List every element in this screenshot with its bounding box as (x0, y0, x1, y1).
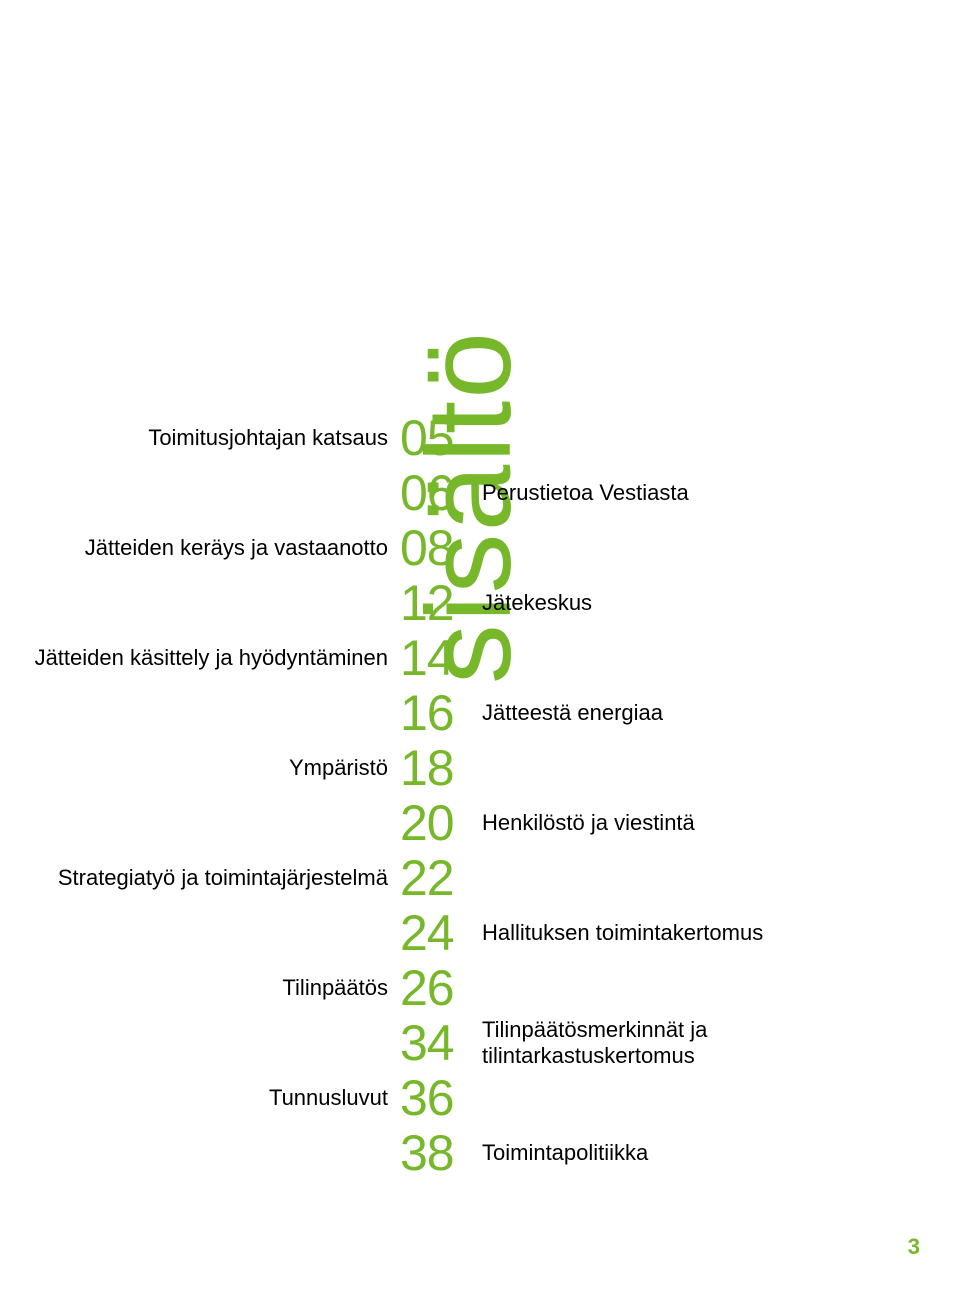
toc-row: Toimitusjohtajan katsaus05 (0, 410, 920, 465)
toc-row: 06Perustietoa Vestiasta (0, 465, 920, 520)
toc-row: Tunnusluvut36 (0, 1070, 920, 1125)
toc-row: Tilinpäätös26 (0, 960, 920, 1015)
toc-row: 34Tilinpäätösmerkinnät ja tilintarkastus… (0, 1015, 920, 1070)
toc-label-right: Perustietoa Vestiasta (476, 480, 920, 505)
toc-page-number: 38 (400, 1128, 476, 1178)
toc-row: 24Hallituksen toimintakertomus (0, 905, 920, 960)
toc-page-number: 12 (400, 578, 476, 628)
toc-row: Ympäristö18 (0, 740, 920, 795)
toc-row: Jätteiden keräys ja vastaanotto08 (0, 520, 920, 575)
toc-page-number: 16 (400, 688, 476, 738)
toc-page-number: 14 (400, 633, 476, 683)
toc-page-number: 05 (400, 413, 476, 463)
toc-row: 20Henkilöstö ja viestintä (0, 795, 920, 850)
toc-page-number: 34 (400, 1018, 476, 1068)
page-number: 3 (908, 1234, 920, 1260)
toc-page-number: 36 (400, 1073, 476, 1123)
toc-page-number: 20 (400, 798, 476, 848)
toc-label-left: Tunnusluvut (0, 1085, 400, 1111)
toc-row: 16Jätteestä energiaa (0, 685, 920, 740)
toc-label-left: Tilinpäätös (0, 975, 400, 1001)
table-of-contents: Toimitusjohtajan katsaus0506Perustietoa … (0, 410, 920, 1180)
toc-page-number: 26 (400, 963, 476, 1013)
toc-label-right: Toimintapolitiikka (476, 1140, 920, 1165)
toc-label-right: Tilinpäätösmerkinnät ja tilintarkastuske… (476, 1017, 920, 1068)
toc-page-number: 24 (400, 908, 476, 958)
toc-row: Jätteiden käsittely ja hyödyntäminen14 (0, 630, 920, 685)
toc-label-left: Strategiatyö ja toimintajärjestelmä (0, 865, 400, 891)
toc-row: Strategiatyö ja toimintajärjestelmä22 (0, 850, 920, 905)
toc-page-number: 08 (400, 523, 476, 573)
toc-page-number: 22 (400, 853, 476, 903)
toc-label-right: Jätteestä energiaa (476, 700, 920, 725)
toc-label-left: Toimitusjohtajan katsaus (0, 425, 400, 451)
toc-page-number: 06 (400, 468, 476, 518)
toc-label-right: Henkilöstö ja viestintä (476, 810, 920, 835)
toc-label-right: Hallituksen toimintakertomus (476, 920, 920, 945)
toc-label-left: Ympäristö (0, 755, 400, 781)
toc-label-right: Jätekeskus (476, 590, 920, 615)
toc-row: 12Jätekeskus (0, 575, 920, 630)
toc-label-left: Jätteiden käsittely ja hyödyntäminen (0, 645, 400, 671)
toc-row: 38Toimintapolitiikka (0, 1125, 920, 1180)
toc-page-number: 18 (400, 743, 476, 793)
toc-label-left: Jätteiden keräys ja vastaanotto (0, 535, 400, 561)
